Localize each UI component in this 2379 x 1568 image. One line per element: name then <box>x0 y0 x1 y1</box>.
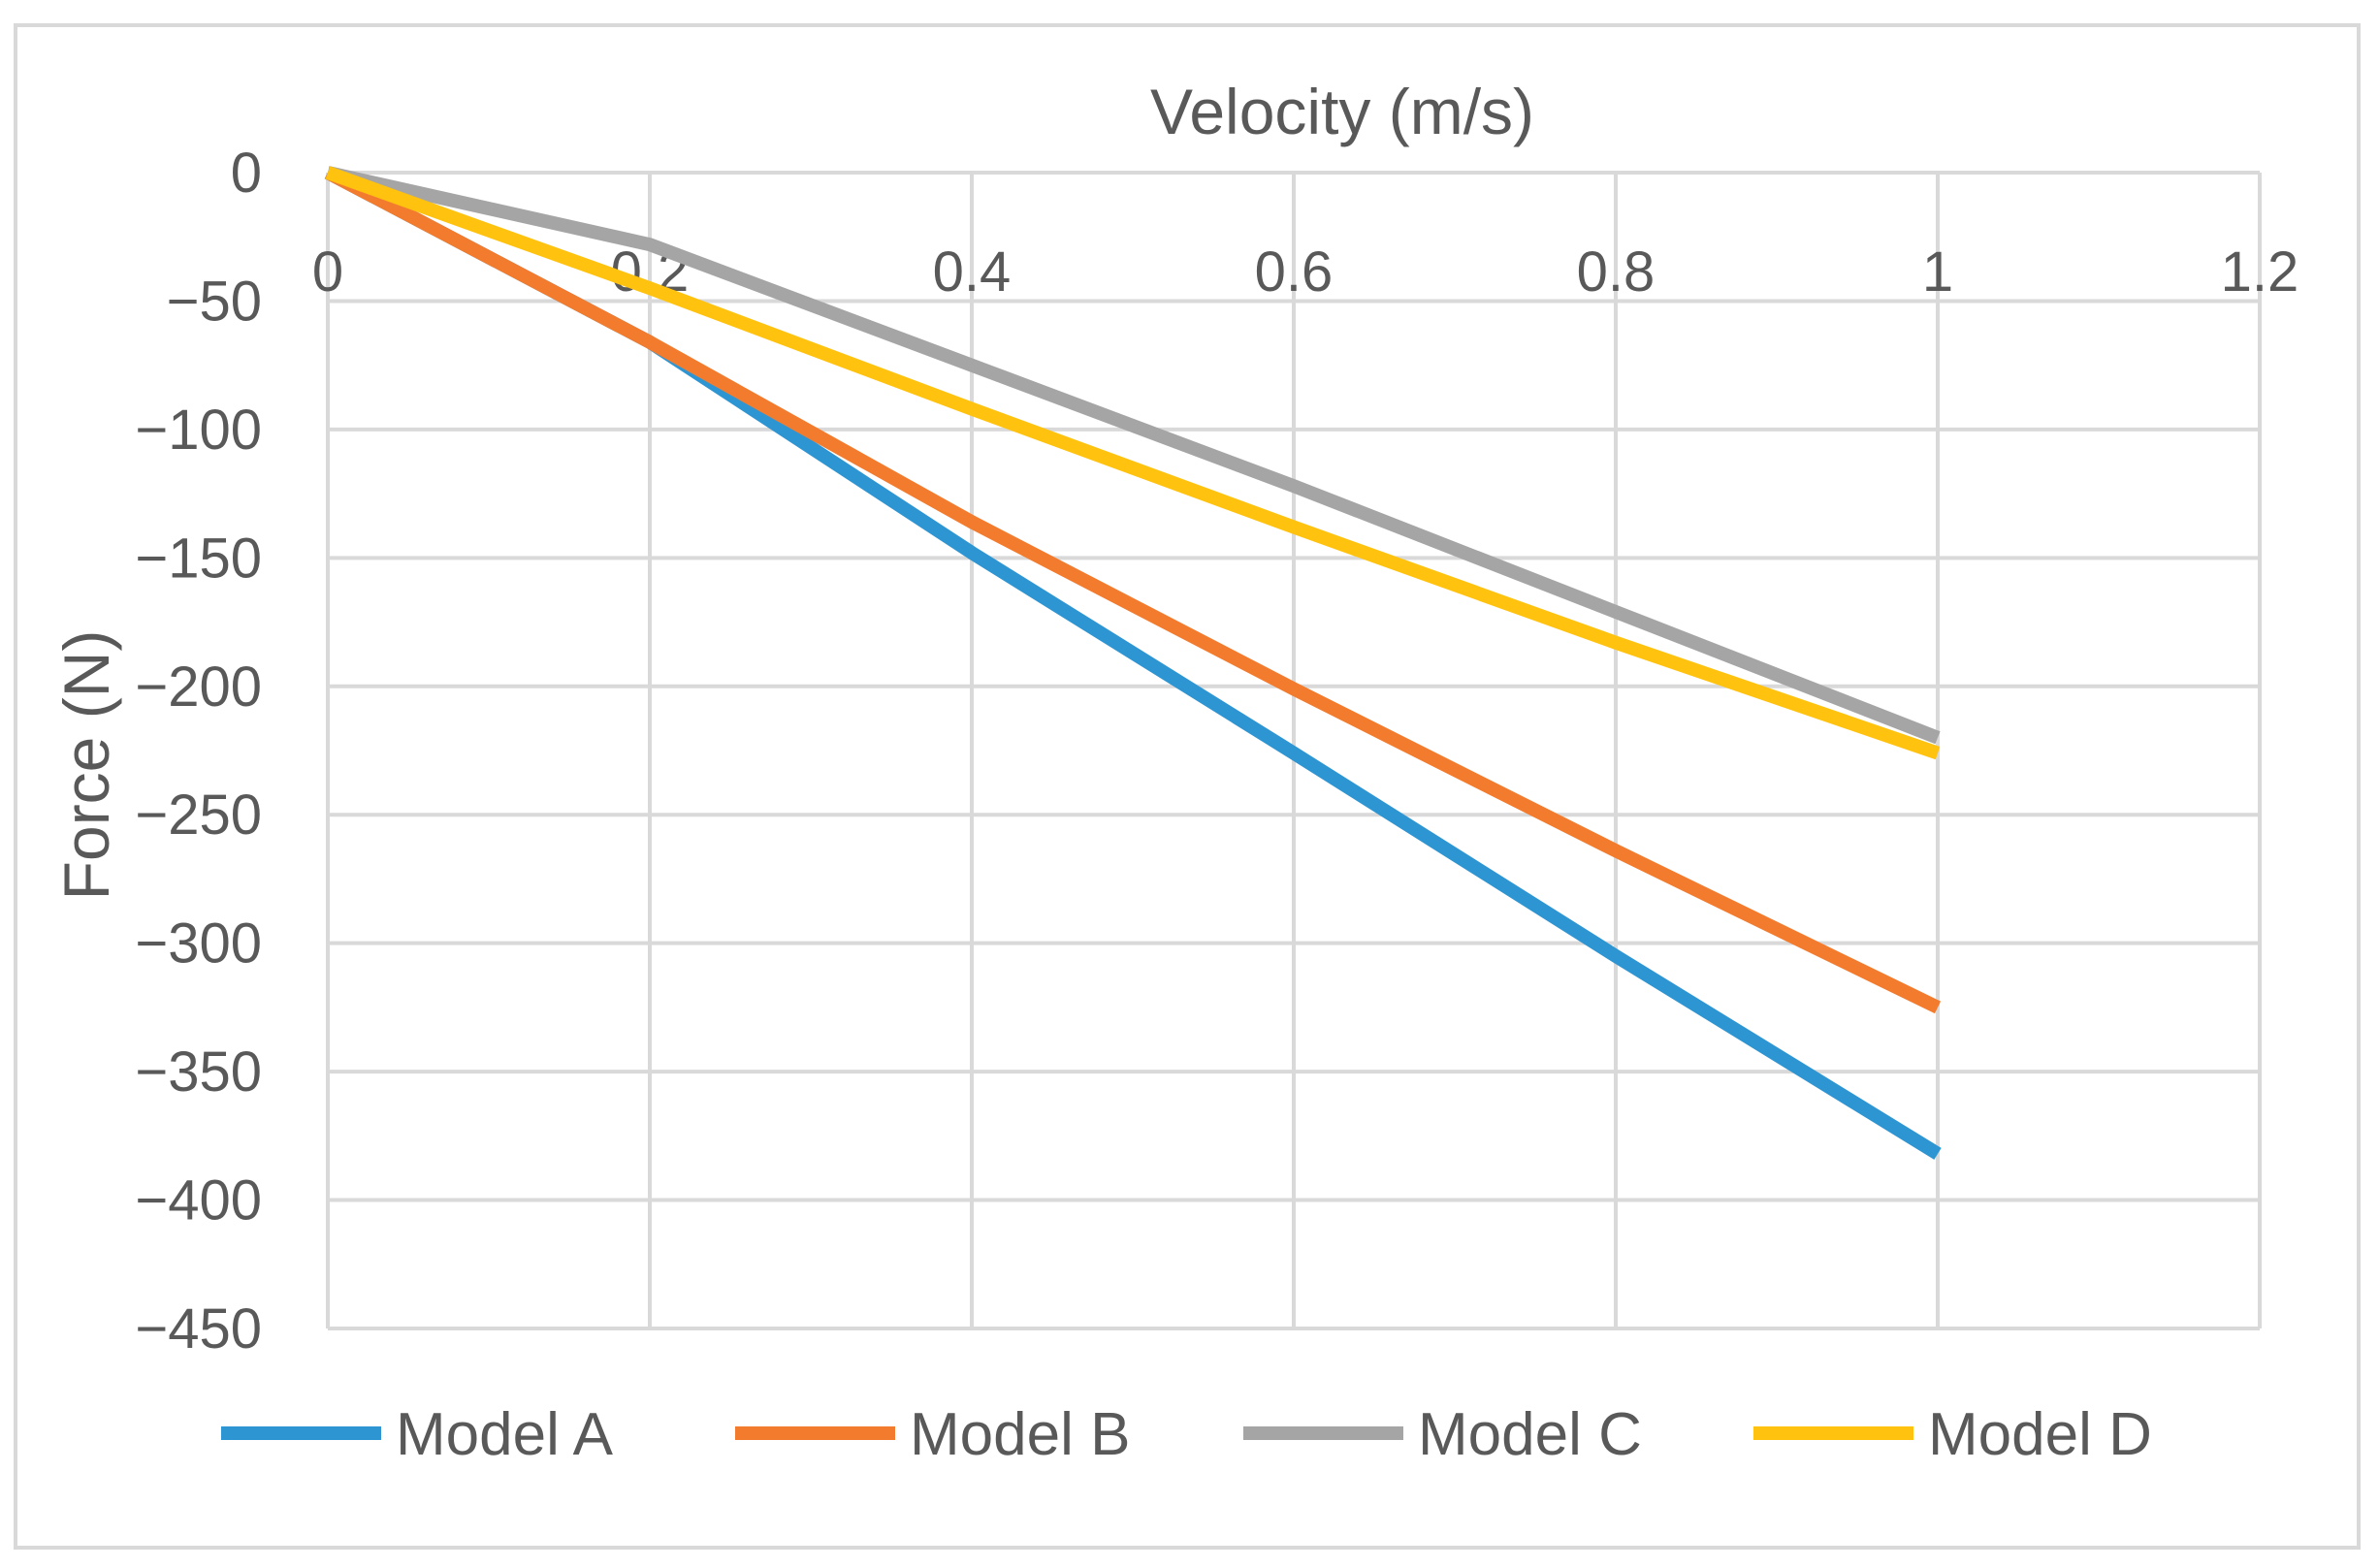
x-tick-label: 1.2 <box>2221 240 2299 304</box>
y-tick-label: −450 <box>135 1297 262 1360</box>
series-lines <box>324 166 1942 1160</box>
legend-item-model-a: Model A <box>221 1401 614 1468</box>
legend-item-model-c: Model C <box>1243 1401 1642 1468</box>
x-tick-label: 1 <box>1922 240 1953 304</box>
x-tick-label: 0 <box>312 240 343 304</box>
legend-item-model-d: Model D <box>1753 1401 2152 1468</box>
y-tick-label: 0 <box>231 142 262 205</box>
series-line-model-b <box>324 166 1942 1014</box>
legend-label: Model B <box>910 1401 1130 1468</box>
legend-label: Model C <box>1418 1401 1642 1468</box>
legend-label: Model A <box>396 1401 614 1468</box>
y-axis-ticks: 0 −50 −100 −150 −200 −250 −300 −350 −400 −450 <box>135 142 262 1360</box>
series-line-model-d <box>325 166 1941 760</box>
y-tick-label: −350 <box>135 1040 262 1104</box>
legend: Model A Model B Model C Model D <box>221 1401 2152 1468</box>
legend-item-model-b: Model B <box>735 1401 1130 1468</box>
y-tick-label: −250 <box>135 784 262 847</box>
x-tick-label: 0.6 <box>1255 240 1334 304</box>
y-tick-label: −50 <box>167 270 262 333</box>
chart-frame <box>14 23 2361 1550</box>
grid <box>326 171 2262 1330</box>
series-line-model-c <box>326 166 1941 745</box>
y-axis-title: Force (N) <box>50 630 122 901</box>
y-tick-label: −300 <box>135 912 262 976</box>
legend-label: Model D <box>1928 1401 2152 1468</box>
y-tick-label: −400 <box>135 1169 262 1232</box>
x-tick-label: 0.8 <box>1577 240 1656 304</box>
y-tick-label: −150 <box>135 527 262 590</box>
x-tick-label: 0.4 <box>933 240 1012 304</box>
y-tick-label: −100 <box>135 399 262 462</box>
y-tick-label: −200 <box>135 656 262 719</box>
x-axis-title: Velocity (m/s) <box>1150 76 1534 147</box>
